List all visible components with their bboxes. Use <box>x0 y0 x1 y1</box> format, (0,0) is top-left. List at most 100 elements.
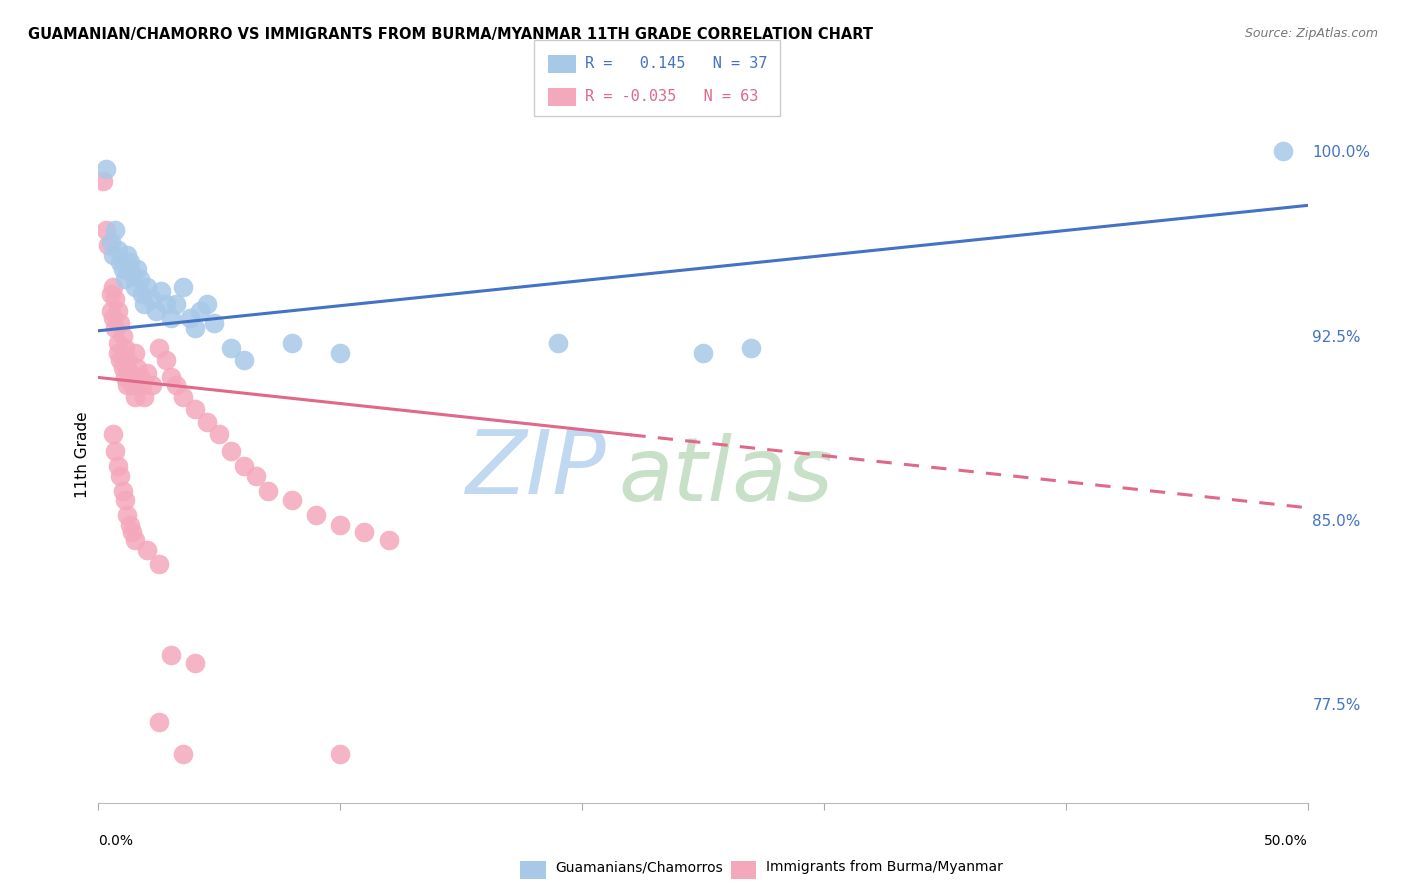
Point <box>221 444 243 458</box>
Point <box>107 304 129 318</box>
Point <box>94 161 117 176</box>
Point <box>141 377 163 392</box>
Point <box>692 346 714 360</box>
Point <box>111 328 134 343</box>
Point <box>127 360 149 375</box>
Point <box>101 279 124 293</box>
Point <box>232 458 254 473</box>
Point <box>179 311 201 326</box>
Point <box>377 533 399 547</box>
Point <box>148 558 170 572</box>
Point <box>114 493 136 508</box>
Point <box>221 341 243 355</box>
Point <box>184 321 207 335</box>
Point <box>107 346 129 360</box>
Point <box>124 533 146 547</box>
Point <box>232 353 254 368</box>
Point <box>107 336 129 351</box>
Point <box>108 255 131 269</box>
Text: Source: ZipAtlas.com: Source: ZipAtlas.com <box>1244 27 1378 40</box>
Point <box>124 346 146 360</box>
Text: Guamanians/Chamorros: Guamanians/Chamorros <box>555 860 723 874</box>
Point <box>108 317 131 331</box>
Point <box>145 304 167 318</box>
Point <box>121 377 143 392</box>
Point <box>740 341 762 355</box>
Point <box>245 468 267 483</box>
Point <box>114 370 136 384</box>
Point <box>91 174 114 188</box>
Text: R =   0.145   N = 37: R = 0.145 N = 37 <box>585 55 768 70</box>
Point <box>107 458 129 473</box>
Text: Immigrants from Burma/Myanmar: Immigrants from Burma/Myanmar <box>766 860 1002 874</box>
Point <box>117 377 139 392</box>
Point <box>160 311 183 326</box>
Point <box>160 370 183 384</box>
Point <box>329 346 352 360</box>
Point <box>100 235 122 250</box>
Point <box>100 304 122 318</box>
Point <box>117 247 139 261</box>
Point <box>165 377 187 392</box>
Text: 50.0%: 50.0% <box>1264 834 1308 848</box>
Point <box>111 483 134 498</box>
Point <box>281 336 304 351</box>
Point <box>128 370 150 384</box>
Point <box>135 366 157 380</box>
Point <box>121 525 143 540</box>
Point <box>135 542 157 557</box>
Text: GUAMANIAN/CHAMORRO VS IMMIGRANTS FROM BURMA/MYANMAR 11TH GRADE CORRELATION CHART: GUAMANIAN/CHAMORRO VS IMMIGRANTS FROM BU… <box>28 27 873 42</box>
Point <box>141 292 163 306</box>
Point <box>547 336 569 351</box>
Point <box>195 415 218 429</box>
Point <box>124 390 146 404</box>
Point <box>100 286 122 301</box>
Point <box>353 525 375 540</box>
Text: atlas: atlas <box>619 433 834 519</box>
Point <box>94 223 117 237</box>
Point <box>172 279 194 293</box>
Point <box>281 493 304 508</box>
Point <box>101 427 124 442</box>
Point <box>329 747 352 761</box>
Point <box>256 483 278 498</box>
Point <box>155 296 177 310</box>
Point <box>208 427 231 442</box>
Point <box>135 279 157 293</box>
Point <box>329 518 352 533</box>
Point <box>188 304 211 318</box>
Point <box>121 267 143 281</box>
Point <box>108 468 131 483</box>
Point <box>104 444 127 458</box>
Point <box>195 296 218 310</box>
Point <box>117 508 139 523</box>
Point <box>114 341 136 355</box>
Point <box>104 223 127 237</box>
Y-axis label: 11th Grade: 11th Grade <box>75 411 90 499</box>
Point <box>134 296 156 310</box>
Point <box>172 390 194 404</box>
Point <box>160 648 183 663</box>
Text: R = -0.035   N = 63: R = -0.035 N = 63 <box>585 89 758 104</box>
Point <box>111 262 134 277</box>
Point <box>101 311 124 326</box>
Point <box>155 353 177 368</box>
Point <box>134 390 156 404</box>
Point <box>148 714 170 729</box>
Point <box>97 237 120 252</box>
Point <box>127 262 149 277</box>
Point <box>114 272 136 286</box>
Point <box>184 402 207 417</box>
Point <box>118 366 141 380</box>
Point <box>128 272 150 286</box>
Text: ZIP: ZIP <box>465 425 606 512</box>
Point <box>131 377 153 392</box>
Point <box>118 255 141 269</box>
Point <box>1272 145 1295 159</box>
Point <box>108 353 131 368</box>
Point <box>124 279 146 293</box>
Point <box>305 508 328 523</box>
Point <box>150 285 173 299</box>
Point <box>184 656 207 670</box>
Point <box>172 747 194 761</box>
